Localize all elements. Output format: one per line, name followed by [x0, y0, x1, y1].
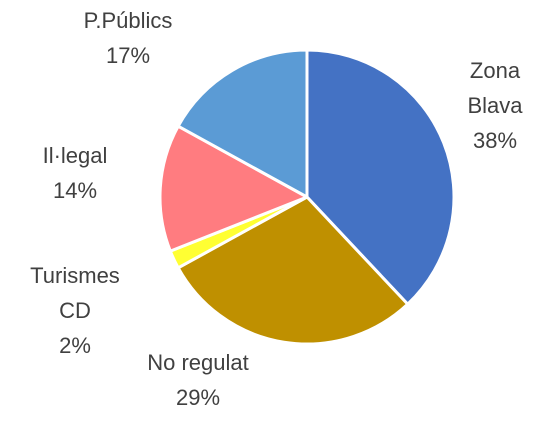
data-label-turismes-cd: Turismes CD 2% [30, 263, 120, 358]
data-label-value: 29% [176, 385, 220, 410]
data-label-category: Blava [467, 93, 523, 118]
data-label-category: P.Públics [84, 8, 173, 33]
data-label-no-regulat: No regulat 29% [147, 350, 249, 410]
data-label-zona-blava: Zona Blava 38% [467, 58, 523, 153]
data-label-value: 2% [59, 333, 91, 358]
pie-slice-p-publics [176, 48, 309, 199]
slices-layer [158, 48, 456, 346]
pie-slice-zona-blava [305, 48, 456, 306]
data-label-p-publics: P.Públics 17% [84, 8, 173, 68]
data-label-value: 38% [473, 128, 517, 153]
data-label-value: 17% [106, 43, 150, 68]
data-label-category: Zona [470, 58, 521, 83]
data-label-category: Turismes [30, 263, 120, 288]
data-label-category: No regulat [147, 350, 249, 375]
data-label-value: 14% [53, 178, 97, 203]
data-label-category: Il·legal [43, 143, 108, 168]
data-label-category: CD [59, 298, 91, 323]
data-label-il-legal: Il·legal 14% [43, 143, 108, 203]
pie-slice-no-regulat [176, 195, 410, 346]
labels-layer: Zona Blava 38% No regulat 29% Turismes CD 2% Il·… [30, 8, 523, 410]
pie-slice-il-legal [158, 124, 309, 253]
